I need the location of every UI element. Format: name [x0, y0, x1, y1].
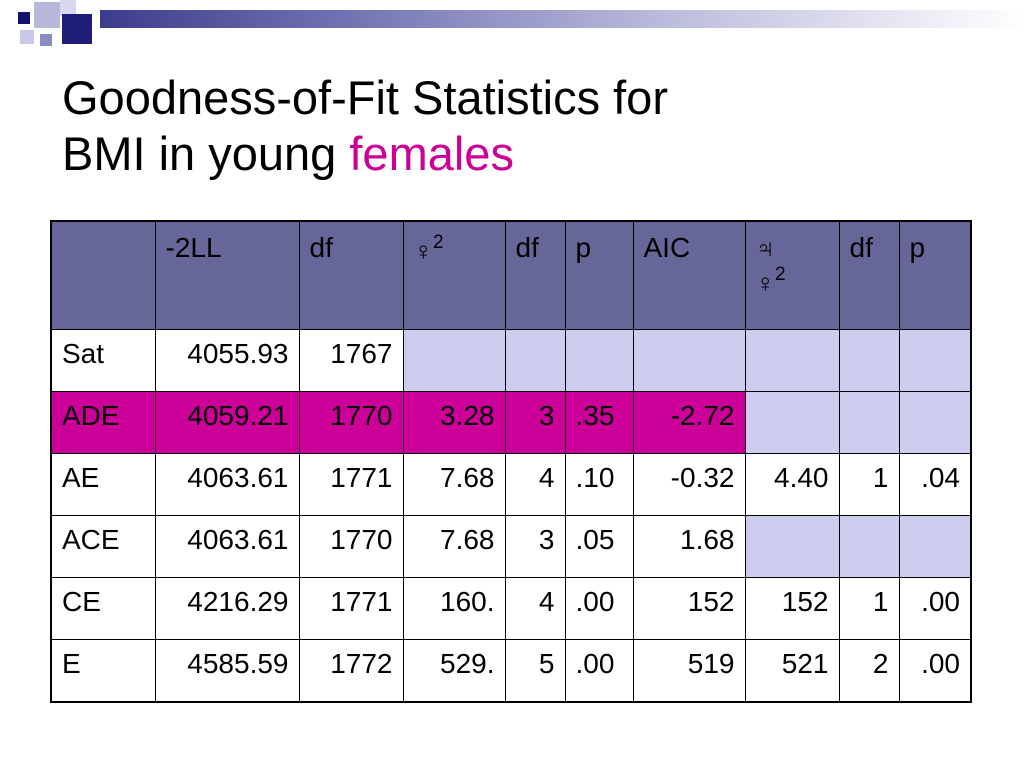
header-cell-p: p — [564, 220, 634, 330]
cell-df: 1771 — [298, 577, 404, 640]
header-cell-aic: AIC — [632, 220, 746, 330]
cell-aic: -0.32 — [632, 453, 746, 516]
cell-delta-chi2: 521 — [744, 639, 840, 703]
table-row-ade: ADE 4059.21 1770 3.28 3 .35 -2.72 — [50, 391, 972, 454]
table-row-sat: Sat 4055.93 1767 — [50, 329, 972, 392]
header-cell-p: p — [898, 220, 972, 330]
cell-empty — [402, 329, 506, 392]
cell-empty — [744, 515, 840, 578]
goodness-of-fit-table: -2LL df ♀2 df p AIC ♃ ♀2 df p Sat 4055.9… — [50, 220, 972, 703]
delta-symbol-icon: ♃ — [755, 233, 776, 263]
cell-df: 2 — [838, 639, 900, 703]
cell-p: .00 — [564, 639, 634, 703]
title-line-2: BMI in young females — [62, 126, 962, 182]
table-row-ace: ACE 4063.61 1770 7.68 3 .05 1.68 — [50, 515, 972, 578]
header-decoration — [0, 0, 1024, 48]
title-accent-word: females — [349, 127, 514, 180]
cell-p: .35 — [564, 391, 634, 454]
cell-aic: 1.68 — [632, 515, 746, 578]
row-label: ACE — [50, 515, 156, 578]
decor-square — [60, 0, 76, 16]
cell-empty — [632, 329, 746, 392]
cell-delta-chi2: 4.40 — [744, 453, 840, 516]
cell-empty — [898, 391, 972, 454]
cell-neg2ll: 4055.93 — [154, 329, 300, 392]
table-row-ce: CE 4216.29 1771 160. 4 .00 152 152 1 .00 — [50, 577, 972, 640]
cell-df: 1770 — [298, 515, 404, 578]
cell-empty — [838, 391, 900, 454]
cell-df: 3 — [504, 391, 566, 454]
cell-df: 1770 — [298, 391, 404, 454]
table-header-row: -2LL df ♀2 df p AIC ♃ ♀2 df p — [50, 220, 972, 330]
cell-empty — [898, 515, 972, 578]
cell-empty — [744, 329, 840, 392]
header-cell-delta-chi2: ♃ ♀2 — [744, 220, 840, 330]
cell-empty — [898, 329, 972, 392]
row-label: ADE — [50, 391, 156, 454]
header-cell-df: df — [838, 220, 900, 330]
cell-p: .10 — [564, 453, 634, 516]
cell-neg2ll: 4063.61 — [154, 453, 300, 516]
cell-df: 1 — [838, 453, 900, 516]
cell-df: 1771 — [298, 453, 404, 516]
cell-chi2: 7.68 — [402, 453, 506, 516]
cell-df: 4 — [504, 577, 566, 640]
row-label: E — [50, 639, 156, 703]
cell-df: 1772 — [298, 639, 404, 703]
decor-square — [62, 14, 92, 44]
cell-aic: -2.72 — [632, 391, 746, 454]
cell-p: .05 — [564, 515, 634, 578]
chi-symbol-icon: ♀ — [413, 236, 434, 266]
chi-symbol-icon: ♀ — [755, 268, 776, 298]
row-label: Sat — [50, 329, 156, 392]
slide-title: Goodness-of-Fit Statistics for BMI in yo… — [62, 70, 962, 182]
cell-p: .00 — [564, 577, 634, 640]
title-line-1: Goodness-of-Fit Statistics for — [62, 71, 668, 124]
cell-empty — [838, 515, 900, 578]
cell-aic: 152 — [632, 577, 746, 640]
cell-df: 3 — [504, 515, 566, 578]
title-line-2-prefix: BMI in young — [62, 127, 337, 180]
superscript-2: 2 — [433, 232, 444, 253]
header-gradient-bar — [100, 10, 1024, 28]
decor-square — [40, 34, 52, 46]
cell-neg2ll: 4059.21 — [154, 391, 300, 454]
cell-df: 4 — [504, 453, 566, 516]
table-row-e: E 4585.59 1772 529. 5 .00 519 521 2 .00 — [50, 639, 972, 703]
cell-delta-chi2: 152 — [744, 577, 840, 640]
cell-chi2: 3.28 — [402, 391, 506, 454]
cell-chi2: 7.68 — [402, 515, 506, 578]
header-cell-neg2ll: -2LL — [154, 220, 300, 330]
cell-empty — [504, 329, 566, 392]
cell-neg2ll: 4585.59 — [154, 639, 300, 703]
cell-df: 1 — [838, 577, 900, 640]
header-cell-df: df — [298, 220, 404, 330]
superscript-2: 2 — [775, 264, 786, 285]
cell-df: 1767 — [298, 329, 404, 392]
cell-neg2ll: 4216.29 — [154, 577, 300, 640]
cell-empty — [838, 329, 900, 392]
header-cell-empty — [50, 220, 156, 330]
cell-p: .00 — [898, 639, 972, 703]
header-cell-chi2: ♀2 — [402, 220, 506, 330]
cell-p: .04 — [898, 453, 972, 516]
header-cell-df: df — [504, 220, 566, 330]
decor-square — [18, 12, 30, 24]
cell-empty — [744, 391, 840, 454]
table-row-ae: AE 4063.61 1771 7.68 4 .10 -0.32 4.40 1 … — [50, 453, 972, 516]
cell-empty — [564, 329, 634, 392]
cell-df: 5 — [504, 639, 566, 703]
decor-square — [20, 30, 34, 44]
cell-chi2: 529. — [402, 639, 506, 703]
cell-aic: 519 — [632, 639, 746, 703]
row-label: AE — [50, 453, 156, 516]
cell-p: .00 — [898, 577, 972, 640]
cell-neg2ll: 4063.61 — [154, 515, 300, 578]
row-label: CE — [50, 577, 156, 640]
cell-chi2: 160. — [402, 577, 506, 640]
decor-square — [34, 2, 60, 28]
